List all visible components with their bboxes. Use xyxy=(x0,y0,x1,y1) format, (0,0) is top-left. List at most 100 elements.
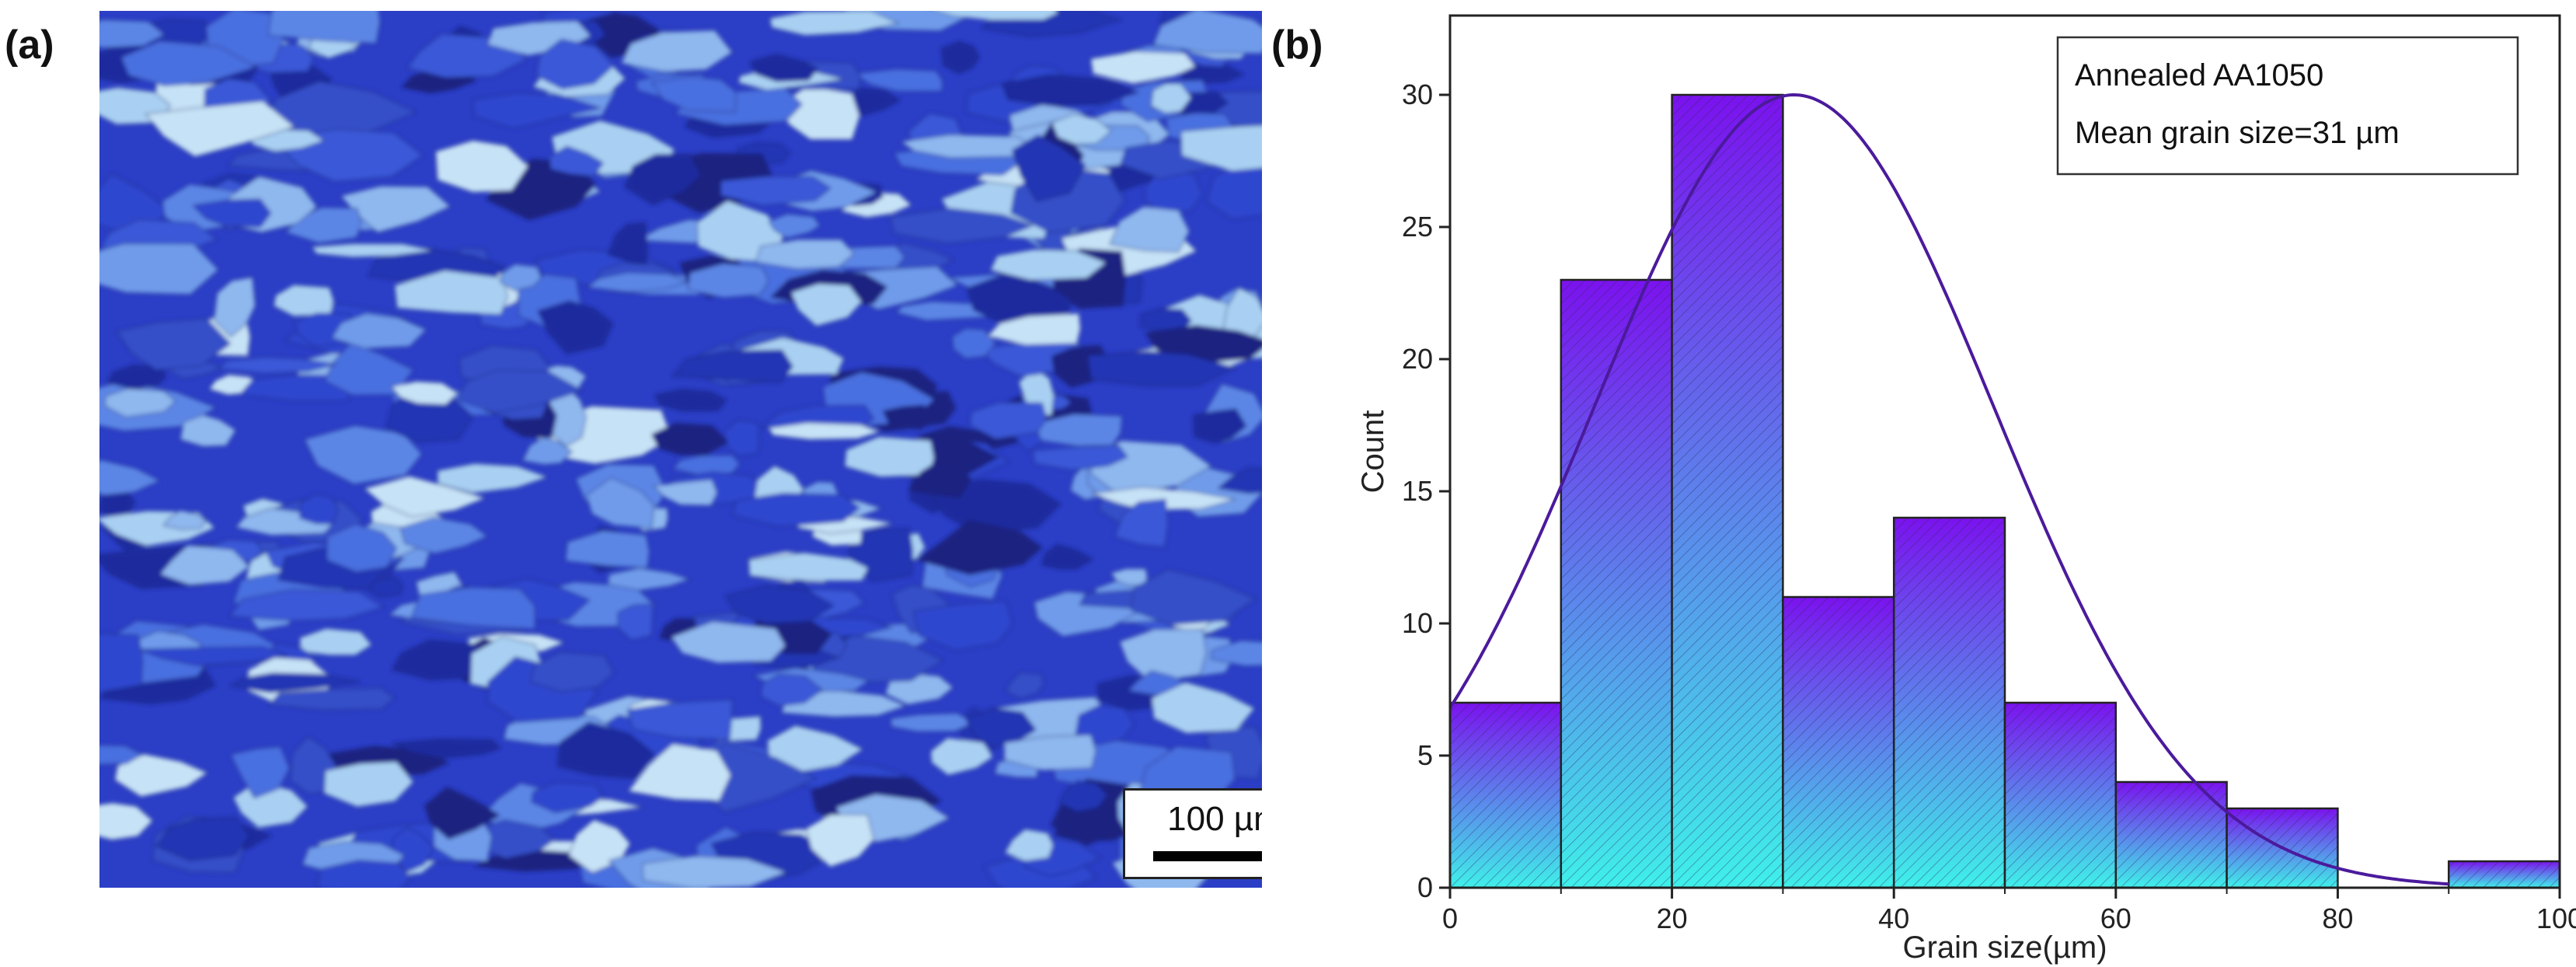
grain xyxy=(626,699,734,741)
grain xyxy=(1114,498,1169,548)
grain xyxy=(1086,351,1237,387)
grain xyxy=(120,40,257,86)
grain xyxy=(1151,681,1256,735)
scale-bar: 100 µm xyxy=(1123,788,1262,879)
y-tick-label: 10 xyxy=(1402,607,1433,639)
grain xyxy=(624,153,702,206)
grain xyxy=(768,213,821,239)
micrograph-texture xyxy=(99,11,1262,888)
grain xyxy=(930,737,994,776)
y-tick-label: 0 xyxy=(1417,871,1433,903)
grain xyxy=(217,356,336,375)
x-tick-label: 80 xyxy=(2322,902,2353,934)
grain xyxy=(852,68,943,93)
grain xyxy=(159,544,251,586)
y-axis-ticks: 0 5 10 15 20 25 30 xyxy=(1402,79,1450,903)
grain xyxy=(1118,628,1207,684)
grain xyxy=(162,509,208,530)
grain xyxy=(915,519,1044,575)
grain xyxy=(565,530,650,569)
x-axis-title: Grain size(µm) xyxy=(1902,930,2107,965)
grain xyxy=(410,586,536,630)
grain xyxy=(323,341,415,396)
grain xyxy=(267,11,381,44)
grain xyxy=(720,175,832,206)
grain xyxy=(435,140,529,193)
grain xyxy=(138,646,288,667)
grain xyxy=(191,198,272,229)
grain xyxy=(213,276,256,338)
grain xyxy=(330,312,427,349)
grain xyxy=(549,145,605,177)
grain xyxy=(116,318,232,371)
scale-bar-line xyxy=(1153,851,1262,861)
grain xyxy=(650,75,737,113)
grain xyxy=(99,802,154,841)
y-tick-label: 30 xyxy=(1402,79,1433,110)
grain xyxy=(1150,82,1192,114)
grain xyxy=(724,585,835,625)
grain xyxy=(1210,640,1262,667)
x-tick-label: 20 xyxy=(1657,902,1688,934)
grain xyxy=(537,300,614,354)
grain xyxy=(99,243,219,295)
grain xyxy=(323,761,414,808)
grain-size-histogram: 0 20 40 60 80 100 0 5 10 15 20 25 30 Grain size(µm)… xyxy=(1356,14,2576,965)
grain xyxy=(769,11,901,37)
grain xyxy=(557,721,655,779)
grain xyxy=(1216,467,1262,494)
grain xyxy=(316,860,412,888)
grain xyxy=(390,738,501,759)
y-tick-label: 25 xyxy=(1402,211,1433,243)
grain xyxy=(424,787,501,840)
grain xyxy=(155,816,251,861)
grain xyxy=(1003,734,1096,771)
grain xyxy=(267,686,396,711)
grain xyxy=(499,264,542,291)
grain xyxy=(989,249,1107,281)
grain xyxy=(748,552,870,581)
grain xyxy=(882,404,928,430)
grain xyxy=(299,627,373,656)
x-axis-ticks: 0 20 40 60 80 100 xyxy=(1442,888,2576,934)
histogram-bar-hatch xyxy=(1448,701,1563,889)
grain xyxy=(654,388,727,412)
grain xyxy=(1004,829,1054,862)
grain xyxy=(104,387,176,418)
histogram-bar-hatch xyxy=(2003,701,2118,889)
grain xyxy=(986,312,1082,346)
grain xyxy=(326,523,398,573)
grain xyxy=(390,380,458,406)
grain xyxy=(535,38,615,90)
x-tick-label: 100 xyxy=(2536,902,2576,934)
grain xyxy=(114,753,209,798)
grain xyxy=(585,477,655,529)
y-tick-label: 20 xyxy=(1402,343,1433,375)
normal-fit-curve xyxy=(1448,93,2449,886)
legend-box: Annealed AA1050 Mean grain size=31 µm xyxy=(2056,36,2519,176)
grain xyxy=(790,282,863,327)
grain xyxy=(531,781,605,814)
grain xyxy=(399,516,489,554)
grain xyxy=(617,602,654,641)
grain xyxy=(652,478,718,506)
grain xyxy=(1193,408,1247,444)
histogram-bar-hatch xyxy=(1782,595,1895,889)
legend-frame xyxy=(2056,36,2519,176)
grain xyxy=(805,813,875,868)
micrograph-image: 100 µm xyxy=(99,11,1262,888)
grain xyxy=(889,208,1034,244)
grain xyxy=(180,414,237,447)
grain xyxy=(394,270,508,316)
histogram-bar-hatch xyxy=(1560,278,1673,889)
grain xyxy=(941,40,980,75)
grain xyxy=(969,402,1047,440)
histogram-bar-hatch xyxy=(1671,93,1784,889)
grain xyxy=(755,239,855,270)
grain xyxy=(766,724,864,773)
grain xyxy=(229,672,361,693)
grain xyxy=(340,185,451,233)
grain xyxy=(99,744,144,766)
grain xyxy=(767,421,882,441)
y-tick-label: 5 xyxy=(1417,739,1433,771)
